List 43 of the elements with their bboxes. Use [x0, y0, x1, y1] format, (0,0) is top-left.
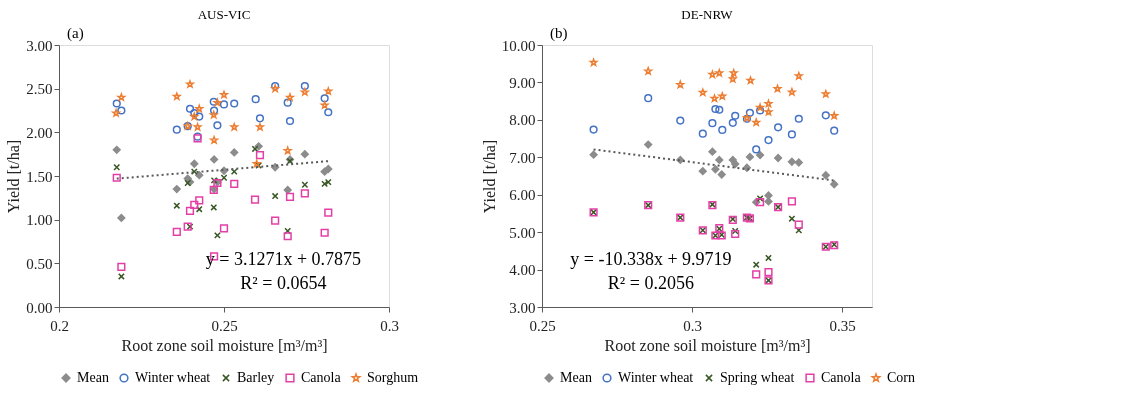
y-axis-title: Yield [t/ha]	[480, 139, 498, 214]
y-tick-label: 2.50	[26, 81, 53, 98]
y-tick-label: 2.00	[26, 124, 53, 141]
annotation: R² = 0.0654	[240, 273, 327, 293]
legend-label: Sorghum	[367, 370, 419, 385]
legend-label: Winter wheat	[135, 370, 211, 385]
legend-label: Winter wheat	[618, 370, 694, 385]
legend-label: Mean	[560, 370, 592, 385]
y-tick-label: 3.00	[26, 37, 53, 54]
y-tick-label: 1.00	[26, 212, 53, 229]
x-tick-label: 0.2	[50, 317, 69, 334]
y-tick-label: 9.00	[509, 74, 536, 91]
annotation: y = -10.338x + 9.9719	[570, 249, 732, 269]
x-tick-label: 0.3	[380, 317, 399, 334]
legend-label: Canola	[821, 370, 862, 385]
y-tick-label: 3.00	[509, 299, 536, 316]
annotation: R² = 0.2056	[607, 273, 694, 293]
y-tick-label: 0.50	[26, 255, 53, 272]
y-tick-label: 6.00	[509, 187, 536, 204]
y-tick-label: 0.00	[26, 299, 53, 316]
y-axis-title: Yield [t/ha]	[5, 139, 23, 214]
legend-label: Barley	[237, 370, 275, 385]
y-tick-label: 4.00	[509, 262, 536, 279]
y-tick-label: 5.00	[509, 224, 536, 241]
text: (a)	[67, 25, 84, 42]
chart-title: DE-NRW	[681, 7, 734, 22]
legend-label: Spring wheat	[720, 370, 795, 385]
x-tick-label: 0.3	[683, 317, 702, 334]
x-tick-label: 0.25	[529, 317, 556, 334]
y-tick-label: 10.00	[501, 37, 536, 54]
annotation: y = 3.1271x + 0.7875	[205, 249, 362, 269]
x-tick-label: 0.25	[211, 317, 238, 334]
legend-label: Corn	[887, 370, 915, 385]
y-tick-label: 8.00	[509, 112, 536, 129]
text: (b)	[550, 25, 568, 42]
x-tick-label: 0.35	[829, 317, 856, 334]
x-axis-title: Root zone soil moisture [m³/m³]	[121, 336, 328, 354]
x-axis-title: Root zone soil moisture [m³/m³]	[604, 336, 811, 354]
chart-title: AUS-VIC	[197, 7, 251, 22]
legend-label: Mean	[77, 370, 109, 385]
y-tick-label: 7.00	[509, 149, 536, 166]
legend-label: Canola	[301, 370, 342, 385]
y-tick-label: 1.50	[26, 168, 53, 185]
